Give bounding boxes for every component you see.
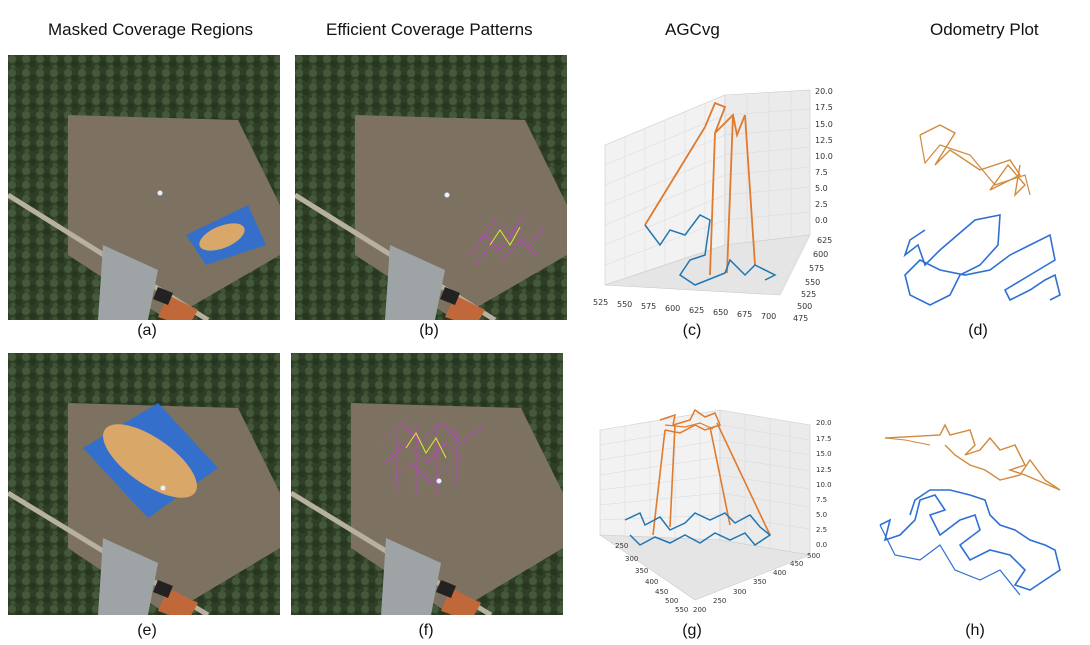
caption-b: (b) bbox=[419, 322, 439, 339]
z-tick-c: 0.0 bbox=[815, 216, 828, 225]
x-tick-c: 675 bbox=[737, 310, 752, 319]
caption-d: (d) bbox=[968, 322, 988, 339]
z-tick-c: 17.5 bbox=[815, 103, 833, 112]
caption-a: (a) bbox=[137, 322, 157, 339]
satellite-image-b bbox=[295, 55, 567, 320]
y-tick-g: 300 bbox=[733, 588, 746, 596]
column-title-masked: Masked Coverage Regions bbox=[48, 20, 254, 39]
odometry-plot-h bbox=[850, 420, 1080, 610]
z-tick-g: 20.0 bbox=[816, 419, 832, 427]
z-tick-g: 12.5 bbox=[816, 466, 832, 474]
caption-f: (f) bbox=[418, 622, 434, 639]
x-tick-g: 550 bbox=[675, 606, 688, 614]
y-tick-c: 525 bbox=[801, 290, 816, 299]
odometry-plot-d bbox=[880, 95, 1080, 315]
column-title-agcvg: AGCvg bbox=[665, 20, 720, 39]
caption-e: (e) bbox=[137, 622, 157, 639]
y-tick-g: 500 bbox=[807, 552, 820, 560]
x-tick-c: 700 bbox=[761, 312, 776, 321]
z-tick-g: 5.0 bbox=[816, 511, 827, 519]
y-tick-g: 350 bbox=[753, 578, 766, 586]
x-tick-c: 525 bbox=[593, 298, 608, 307]
x-tick-c: 600 bbox=[665, 304, 680, 313]
z-tick-c: 2.5 bbox=[815, 200, 828, 209]
satellite-image-e bbox=[8, 353, 280, 615]
x-tick-c: 625 bbox=[689, 306, 704, 315]
y-tick-g: 400 bbox=[773, 569, 786, 577]
y-tick-c: 500 bbox=[797, 302, 812, 311]
x-tick-g: 400 bbox=[645, 578, 658, 586]
z-tick-g: 17.5 bbox=[816, 435, 832, 443]
x-tick-g: 300 bbox=[625, 555, 638, 563]
z-tick-c: 7.5 bbox=[815, 168, 828, 177]
x-tick-c: 550 bbox=[617, 300, 632, 309]
z-tick-c: 20.0 bbox=[815, 87, 833, 96]
z-tick-g: 2.5 bbox=[816, 526, 827, 534]
x-tick-g: 350 bbox=[635, 567, 648, 575]
z-tick-c: 15.0 bbox=[815, 120, 833, 129]
plot-3d-c: 20.0 17.5 15.0 12.5 10.0 7.5 5.0 2.5 0.0… bbox=[585, 75, 865, 325]
z-tick-c: 10.0 bbox=[815, 152, 833, 161]
y-tick-g: 450 bbox=[790, 560, 803, 568]
y-tick-c: 475 bbox=[793, 314, 808, 323]
x-tick-g: 500 bbox=[665, 597, 678, 605]
column-title-odometry: Odometry Plot bbox=[930, 20, 1039, 39]
z-tick-g: 10.0 bbox=[816, 481, 832, 489]
y-tick-c: 600 bbox=[813, 250, 828, 259]
z-tick-g: 0.0 bbox=[816, 541, 827, 549]
y-tick-c: 550 bbox=[805, 278, 820, 287]
x-tick-g: 250 bbox=[615, 542, 628, 550]
z-tick-c: 12.5 bbox=[815, 136, 833, 145]
y-tick-c: 575 bbox=[809, 264, 824, 273]
satellite-image-a bbox=[8, 55, 280, 320]
y-tick-g: 200 bbox=[693, 606, 706, 614]
caption-h: (h) bbox=[965, 622, 985, 639]
caption-c: (c) bbox=[682, 322, 702, 339]
plot-3d-g: 20.0 17.5 15.0 12.5 10.0 7.5 5.0 2.5 0.0… bbox=[585, 385, 850, 615]
z-tick-c: 5.0 bbox=[815, 184, 828, 193]
x-tick-c: 575 bbox=[641, 302, 656, 311]
caption-g: (g) bbox=[682, 622, 702, 639]
x-tick-g: 450 bbox=[655, 588, 668, 596]
column-title-efficient: Efficient Coverage Patterns bbox=[326, 20, 533, 39]
y-tick-g: 250 bbox=[713, 597, 726, 605]
satellite-image-f bbox=[291, 353, 563, 615]
x-tick-c: 650 bbox=[713, 308, 728, 317]
z-tick-g: 7.5 bbox=[816, 496, 827, 504]
z-tick-g: 15.0 bbox=[816, 450, 832, 458]
y-tick-c: 625 bbox=[817, 236, 832, 245]
